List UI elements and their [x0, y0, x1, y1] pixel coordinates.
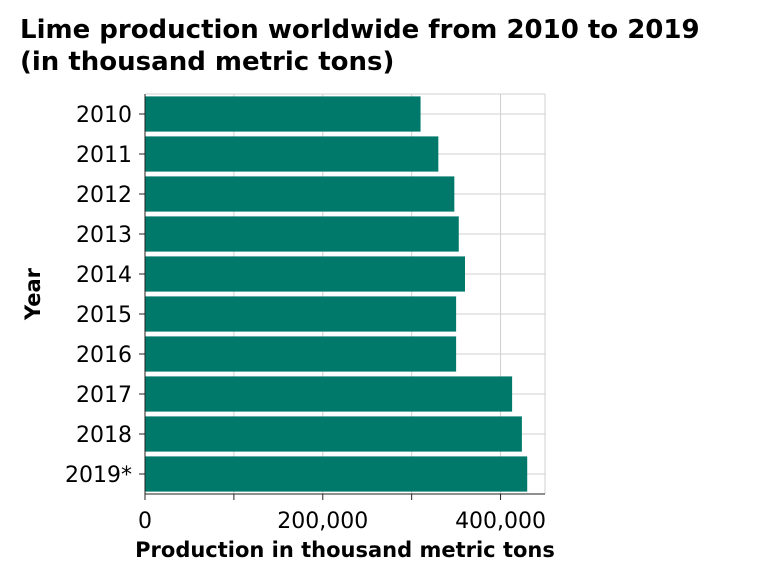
- bar-2018: [145, 416, 522, 452]
- bar-2014: [145, 256, 465, 292]
- y-tick-label: 2014: [76, 263, 132, 288]
- x-tick-label: 400,000: [455, 509, 546, 534]
- y-axis-title: Year: [21, 267, 45, 321]
- x-tick-label: 200,000: [277, 509, 368, 534]
- y-tick-label: 2013: [76, 223, 132, 248]
- y-tick-label: 2015: [76, 303, 132, 328]
- bar-2013: [145, 216, 459, 252]
- chart-title: Lime production worldwide from 2010 to 2…: [20, 14, 780, 78]
- bar-2017: [145, 376, 513, 412]
- y-tick-label: 2017: [76, 383, 132, 408]
- bar-2015: [145, 296, 457, 332]
- bars: [145, 96, 528, 492]
- x-axis-title: Production in thousand metric tons: [135, 538, 555, 562]
- bar-2016: [145, 336, 457, 372]
- bar-2010: [145, 96, 421, 132]
- bar-2012: [145, 176, 455, 212]
- bar-2011: [145, 136, 439, 172]
- chart-title-line-1: Lime production worldwide from 2010 to 2…: [20, 15, 700, 45]
- axes: 2010 2011 2012 2013 2014 2015 2016 2017 2018 2019…: [65, 94, 546, 534]
- y-tick-label: 2018: [76, 423, 132, 448]
- y-tick-label: 2011: [76, 143, 132, 168]
- y-tick-label: 2010: [76, 103, 132, 128]
- y-tick-label: 2019*: [65, 463, 132, 488]
- y-tick-label: 2016: [76, 343, 132, 368]
- x-tick-label: 0: [138, 509, 152, 534]
- bar-2019: [145, 456, 528, 492]
- y-tick-label: 2012: [76, 183, 132, 208]
- chart-title-line-2: (in thousand metric tons): [20, 47, 395, 77]
